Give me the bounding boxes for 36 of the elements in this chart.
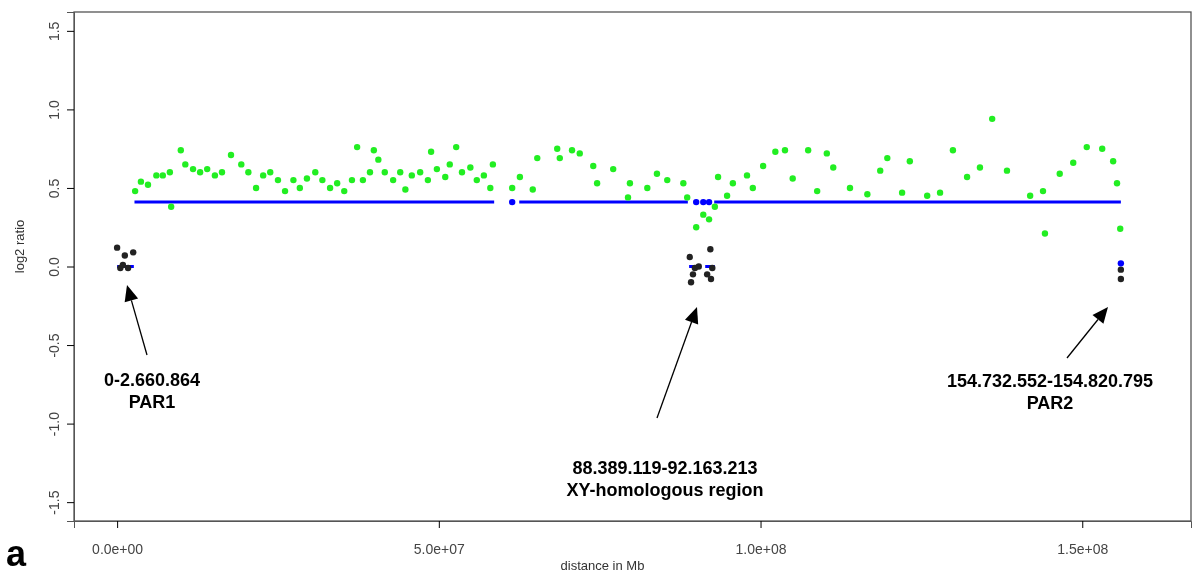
point (124, 264, 132, 272)
point (121, 252, 129, 259)
y-axis-title: log2 ratio (12, 219, 27, 274)
point (113, 244, 121, 251)
x-axis-title: distance in Mb (560, 558, 645, 573)
y-tick-label: -0.5 (45, 333, 62, 358)
point (130, 249, 137, 256)
x-tick-label: 1.5e+08 (1057, 540, 1109, 557)
point (689, 271, 697, 278)
point (707, 275, 715, 283)
y-tick-label: -1.0 (45, 411, 62, 437)
point (508, 198, 516, 206)
point (705, 198, 713, 206)
point (709, 264, 716, 272)
point (1117, 266, 1125, 273)
y-tick-label: 1.0 (45, 99, 62, 120)
annotation: 154.732.552-154.820.795 PAR2 (946, 371, 1154, 413)
point (687, 279, 695, 286)
y-tick-label: 0.5 (45, 178, 62, 199)
point (707, 246, 714, 253)
x-tick-label: 5.0e+07 (413, 540, 466, 557)
y-tick-label: 1.5 (45, 21, 62, 42)
y-tick-label: -1.5 (45, 490, 62, 515)
point (703, 271, 711, 278)
point (693, 198, 700, 206)
x-tick-label: 1.0e+08 (735, 540, 787, 557)
point (1117, 275, 1125, 283)
annotation: 88.389.119-92.163.213 XY-homologous region (566, 458, 764, 500)
text: a (6, 533, 27, 574)
point (686, 253, 693, 261)
y-tick-label: 0.0 (45, 257, 62, 277)
point (695, 263, 702, 270)
x-tick-label: 0.0e+00 (92, 540, 144, 557)
annotation: 0-2.660.864 PAR1 (103, 370, 201, 412)
point (700, 198, 707, 206)
point (1117, 260, 1125, 267)
